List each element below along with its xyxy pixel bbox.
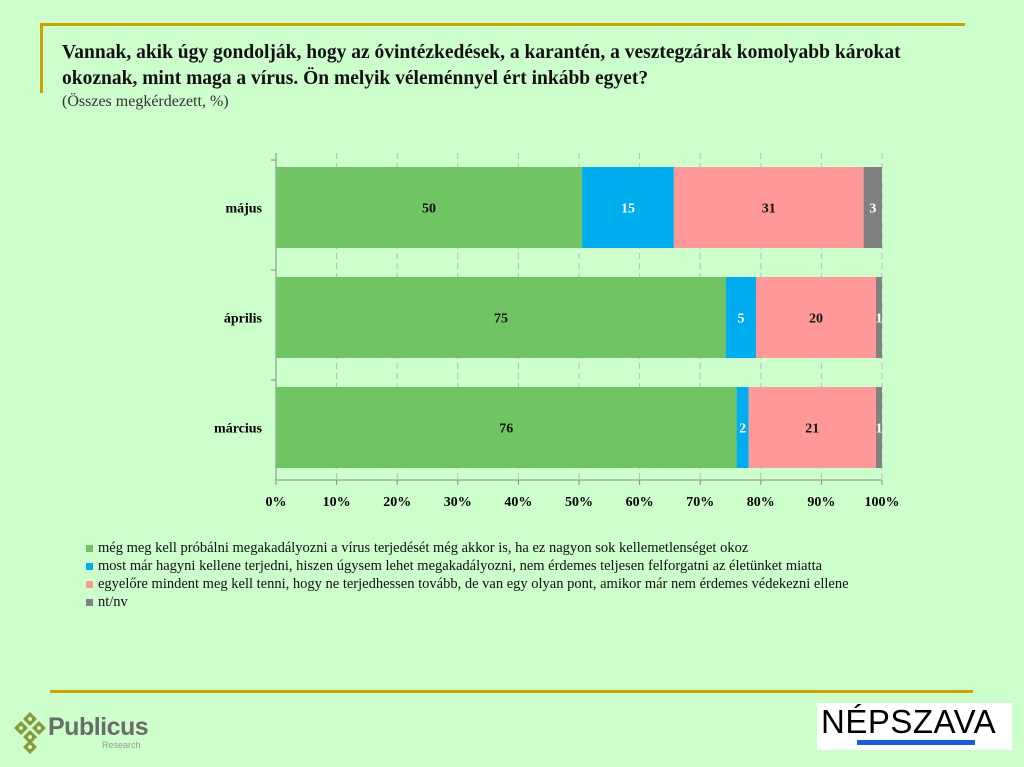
nepszava-logo-text: NÉPSZAVA [821, 703, 997, 740]
bar-segment [875, 387, 882, 468]
data-label: 50 [422, 202, 436, 217]
data-label: 1 [875, 422, 882, 437]
side-rule [40, 23, 43, 93]
legend-label: most már hagyni kellene terjedni, hiszen… [98, 558, 823, 574]
stacked-bar-chart: 0% 10% 20% 30% 40% 50% 60% 70% 80% 90% 100% május 50… [214, 153, 900, 510]
legend-item: most már hagyni kellene terjedni, hiszen… [86, 558, 866, 575]
top-rule [40, 23, 965, 26]
bar-segment [726, 277, 756, 358]
bar-segment [276, 167, 583, 248]
data-label: 5 [738, 312, 745, 327]
nepszava-logo-bar [857, 740, 975, 745]
bottom-rule [50, 690, 973, 693]
publicus-logo-icon [14, 712, 46, 754]
x-tick-label: 20% [383, 495, 411, 510]
x-tick-label: 100% [865, 495, 900, 510]
data-label: 20 [809, 312, 823, 327]
bar-segment [736, 387, 749, 468]
x-tick-label: 70% [686, 495, 714, 510]
data-label: 1 [876, 312, 883, 327]
x-tick-label: 0% [266, 495, 287, 510]
legend-item: egyelőre mindent meg kell tenni, hogy ne… [86, 576, 866, 593]
publicus-logo-text: Publicus [48, 713, 149, 741]
bar-segment [756, 277, 876, 358]
data-label: 75 [494, 312, 508, 327]
data-label: 31 [762, 202, 776, 217]
x-tick-label: 80% [747, 495, 775, 510]
x-tick-label: 40% [504, 495, 532, 510]
legend-item: nt/nv [86, 594, 866, 611]
data-label: 2 [739, 422, 746, 437]
legend-swatch [86, 599, 93, 606]
bar-segment [863, 167, 882, 248]
legend-swatch [86, 581, 93, 588]
category-label: május [225, 202, 262, 217]
legend-swatch [86, 563, 93, 570]
bar-segment [276, 277, 726, 358]
legend-label: egyelőre mindent meg kell tenni, hogy ne… [98, 576, 849, 592]
bar-segment [276, 387, 737, 468]
x-tick-label: 60% [626, 495, 654, 510]
legend-label: még meg kell próbálni megakadályozni a v… [98, 540, 749, 556]
legend-label: nt/nv [98, 594, 128, 610]
publicus-logo-subtext: Research [102, 740, 141, 750]
legend-swatch [86, 545, 93, 552]
x-tick-label: 10% [323, 495, 351, 510]
bar-segment [748, 387, 876, 468]
data-label: 15 [621, 202, 635, 217]
bar-segment [876, 277, 882, 358]
x-tick-label: 90% [807, 495, 835, 510]
legend: még meg kell próbálni megakadályozni a v… [86, 540, 866, 612]
bar-segment [673, 167, 864, 248]
nepszava-logo: NÉPSZAVA [817, 703, 1012, 750]
data-label: 76 [499, 422, 513, 437]
x-tick-label: 30% [444, 495, 472, 510]
legend-item: még meg kell próbálni megakadályozni a v… [86, 540, 866, 557]
chart-subtitle: (Összes megkérdezett, %) [62, 93, 229, 110]
data-label: 3 [869, 202, 876, 217]
category-label: március [214, 422, 263, 437]
category-label: április [224, 312, 263, 327]
data-label: 21 [805, 422, 819, 437]
bar-segment [582, 167, 674, 248]
x-tick-label: 50% [565, 495, 593, 510]
chart-title: Vannak, akik úgy gondolják, hogy az óvin… [62, 42, 901, 89]
